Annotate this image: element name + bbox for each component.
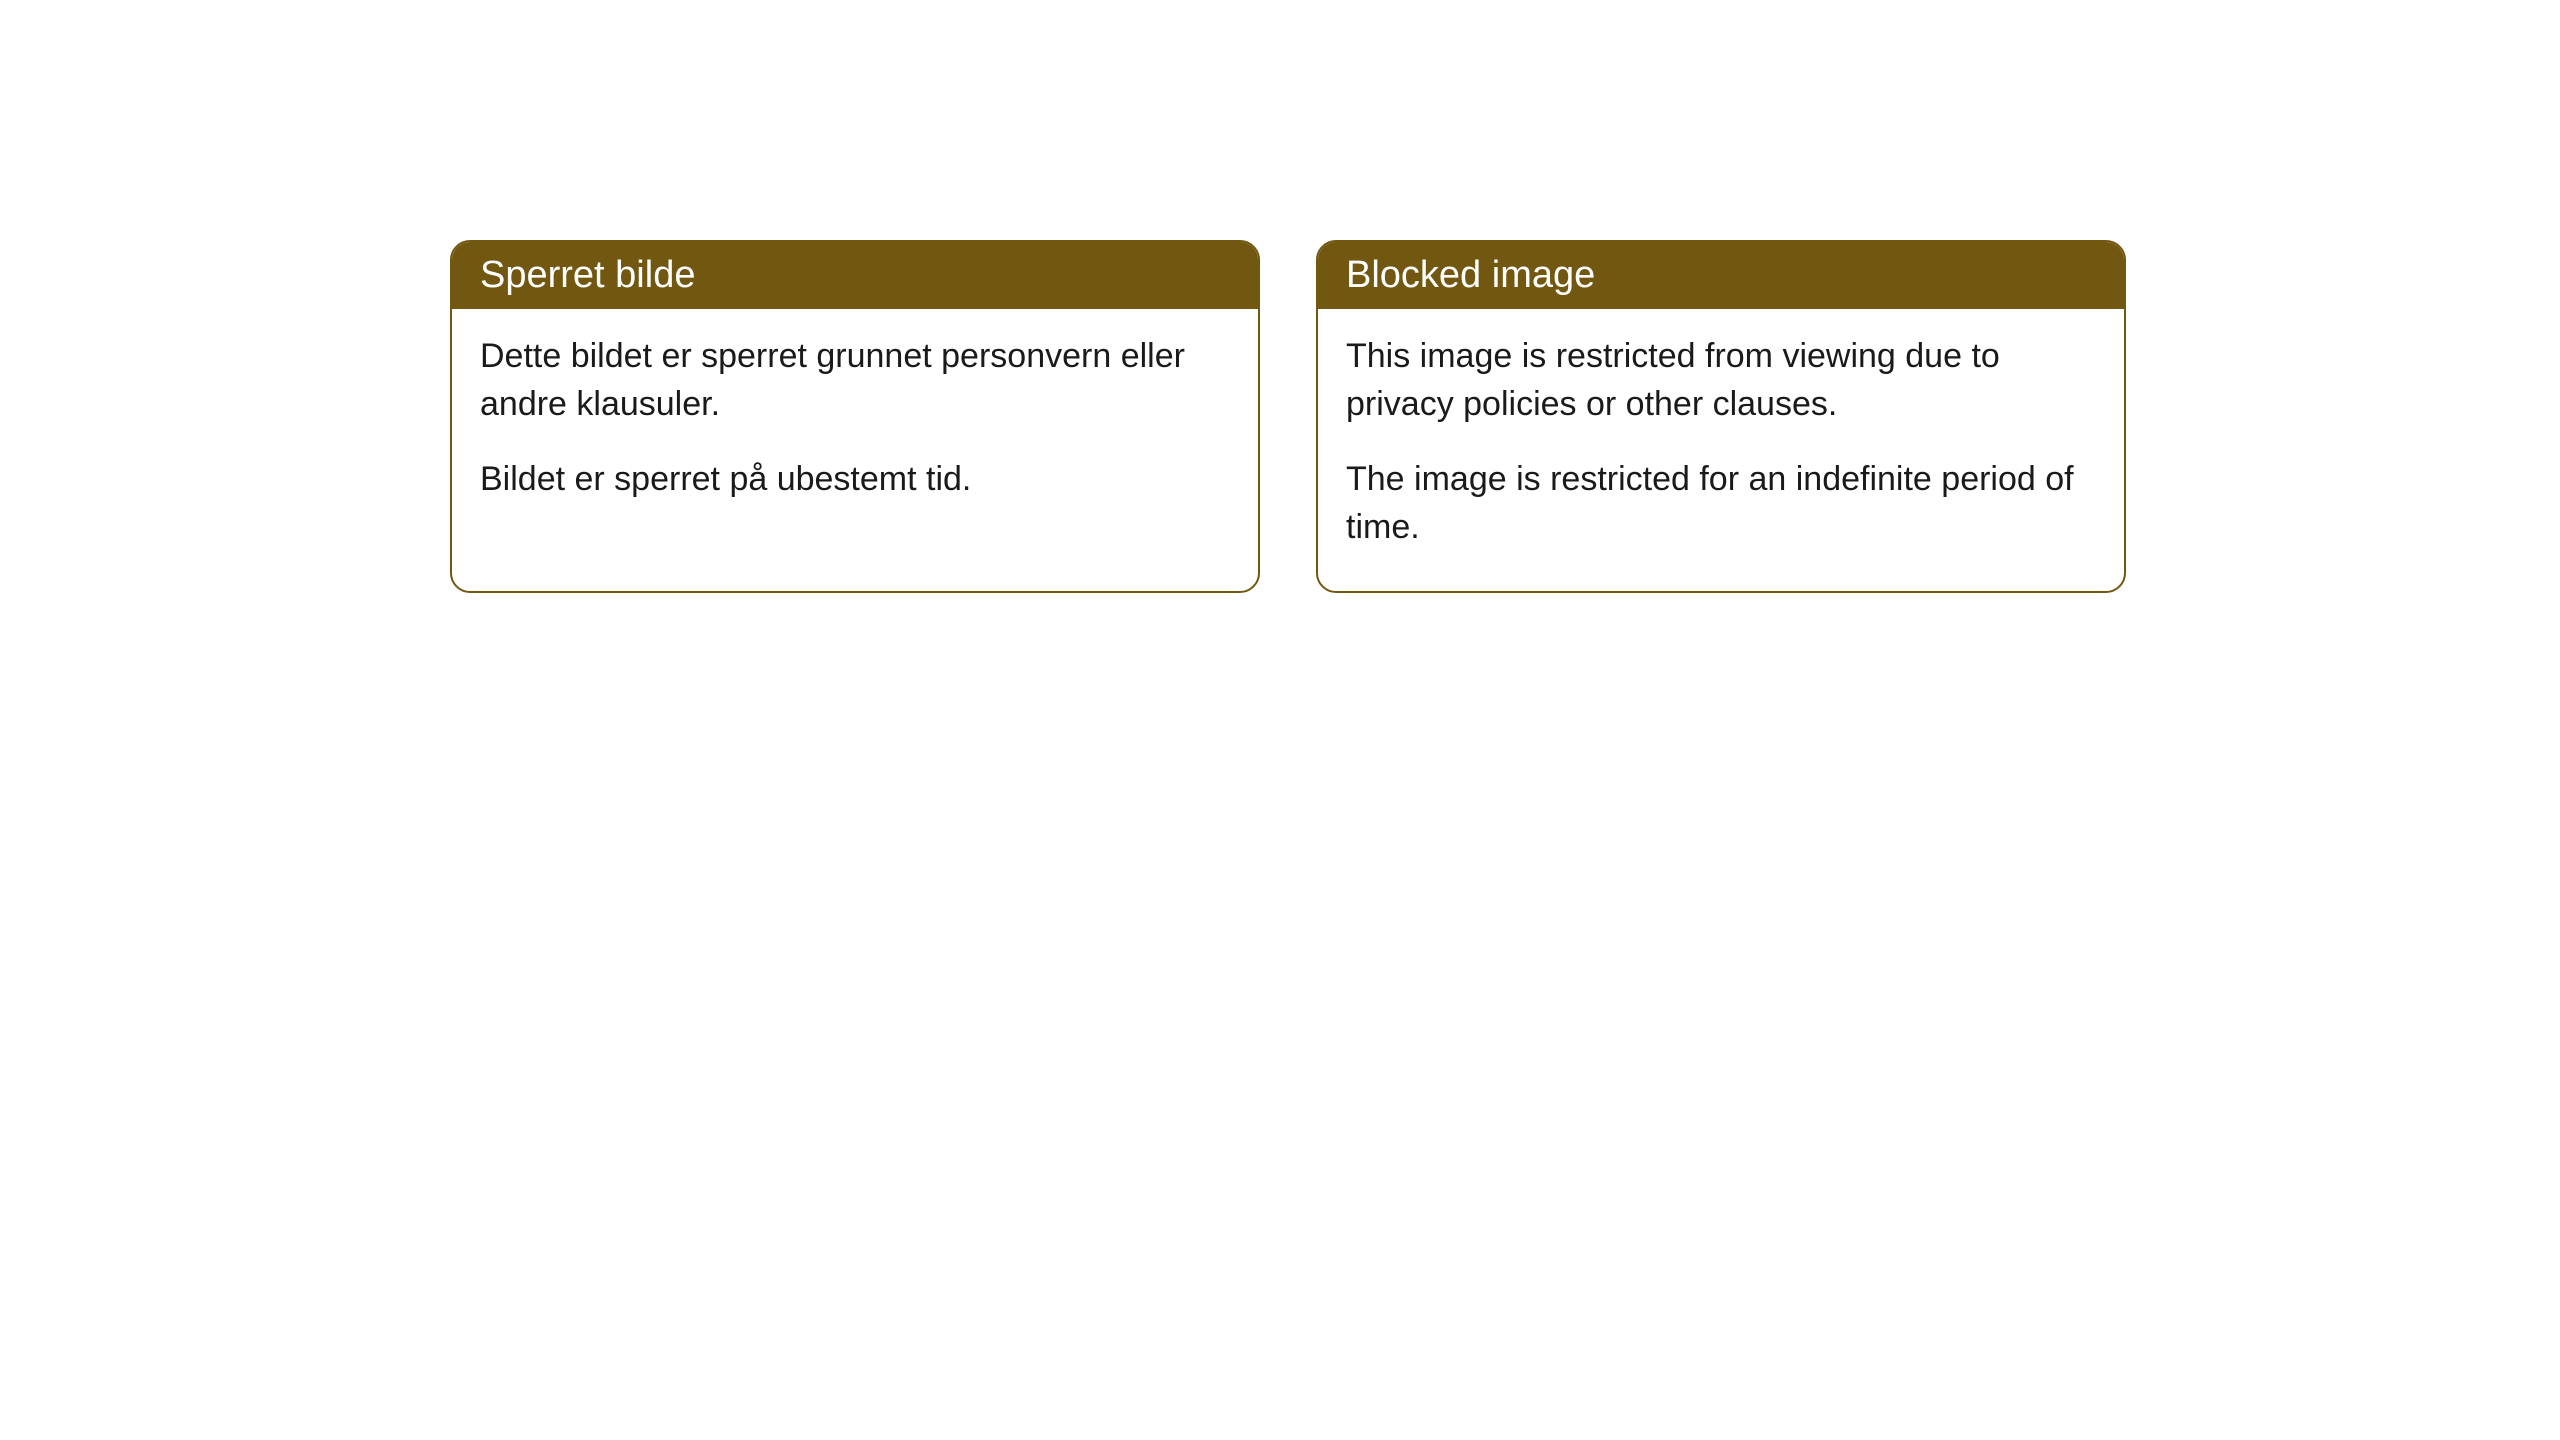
card-title-english: Blocked image bbox=[1346, 254, 1595, 296]
card-header-english: Blocked image bbox=[1318, 242, 2124, 309]
blocked-image-card-norwegian: Sperret bilde Dette bildet er sperret gr… bbox=[450, 240, 1260, 593]
card-paragraph-2-english: The image is restricted for an indefinit… bbox=[1346, 456, 2096, 551]
card-paragraph-1-english: This image is restricted from viewing du… bbox=[1346, 333, 2096, 428]
cards-container: Sperret bilde Dette bildet er sperret gr… bbox=[450, 240, 2126, 593]
card-header-norwegian: Sperret bilde bbox=[452, 242, 1258, 309]
card-body-norwegian: Dette bildet er sperret grunnet personve… bbox=[452, 309, 1258, 544]
card-paragraph-2-norwegian: Bildet er sperret på ubestemt tid. bbox=[480, 456, 1230, 504]
card-body-english: This image is restricted from viewing du… bbox=[1318, 309, 2124, 591]
card-title-norwegian: Sperret bilde bbox=[480, 254, 695, 296]
card-paragraph-1-norwegian: Dette bildet er sperret grunnet personve… bbox=[480, 333, 1230, 428]
blocked-image-card-english: Blocked image This image is restricted f… bbox=[1316, 240, 2126, 593]
